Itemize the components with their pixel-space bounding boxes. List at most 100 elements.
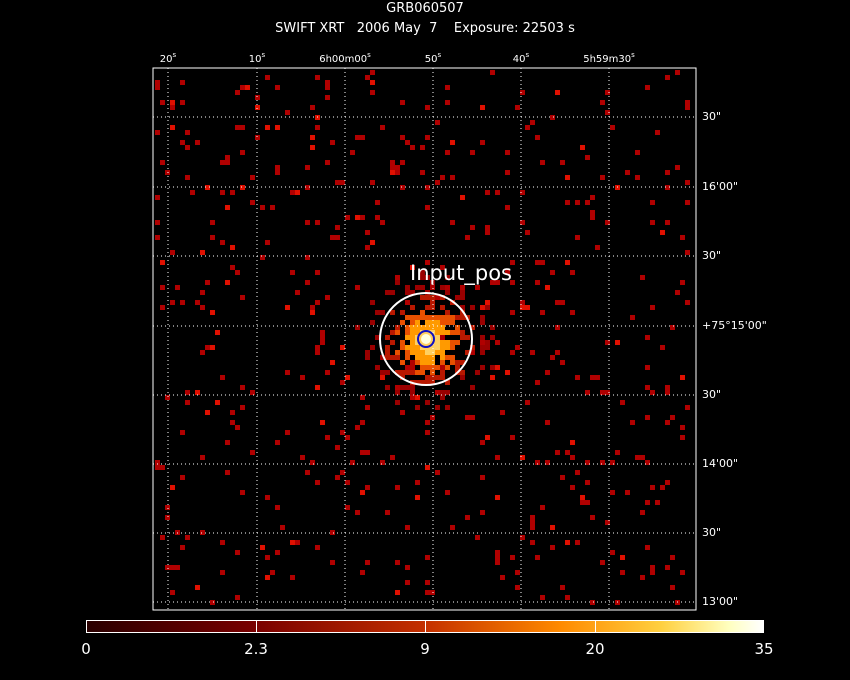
dec-tick-label: 14'00" [702,457,739,470]
source-pixel [435,325,440,330]
source-pixel [440,345,445,350]
photon-pixel [535,460,540,465]
source-pixel [405,315,410,320]
photon-pixel [495,555,500,560]
source-pixel [435,315,440,320]
source-pixel [435,350,440,355]
photon-pixel [425,465,430,470]
photon-pixel [680,235,685,240]
photon-pixel [590,210,595,215]
photon-pixel [525,400,530,405]
ra-tick-label: 10s [248,51,266,65]
photon-pixel [195,140,200,145]
photon-pixel [405,365,410,370]
photon-pixel [335,180,340,185]
photon-pixel [330,235,335,240]
photon-pixel [170,100,175,105]
photon-pixel [345,375,350,380]
photon-pixel [395,385,400,390]
photon-pixel [315,300,320,305]
photon-pixel [360,450,365,455]
source-pixel [400,370,405,375]
source-pixel [440,355,445,360]
source-pixel [470,305,475,310]
photon-pixel [390,455,395,460]
photon-pixel [425,555,430,560]
photon-pixel [260,205,265,210]
photon-pixel [565,450,570,455]
photon-pixel [480,305,485,310]
dec-tick-label: 30" [702,110,722,123]
source-pixel [440,395,445,400]
photon-pixel [495,550,500,555]
source-pixel [440,360,445,365]
photon-pixel [640,455,645,460]
source-pixel [440,285,445,290]
photon-pixel [535,260,540,265]
photon-pixel [435,295,440,300]
photon-pixel [590,215,595,220]
photon-pixel [575,235,580,240]
photon-pixel [160,535,165,540]
photon-pixel [530,525,535,530]
photon-pixel [420,170,425,175]
source-pixel [430,295,435,300]
photon-pixel [265,240,270,245]
photon-pixel [445,85,450,90]
source-pixel [400,340,405,345]
photon-pixel [425,135,430,140]
photon-pixel [220,375,225,380]
source-pixel [435,365,440,370]
inner-position-circle [417,330,435,348]
photon-pixel [515,570,520,575]
photon-pixel [685,100,690,105]
source-pixel [480,365,485,370]
photon-pixel [685,105,690,110]
photon-pixel [155,130,160,135]
photon-pixel [665,385,670,390]
photon-pixel [605,220,610,225]
photon-pixel [510,310,515,315]
source-pixel [480,320,485,325]
source-pixel [460,295,465,300]
photon-pixel [315,350,320,355]
photon-pixel [365,245,370,250]
photon-pixel [650,305,655,310]
photon-pixel [550,270,555,275]
photon-pixel [355,510,360,515]
photon-pixel [425,580,430,585]
photon-pixel [290,540,295,545]
source-pixel [370,345,375,350]
photon-pixel [520,300,525,305]
photon-pixel [345,435,350,440]
source-pixel [420,380,425,385]
photon-pixel [310,145,315,150]
photon-pixel [220,190,225,195]
photon-pixel [585,200,590,205]
source-pixel [400,310,405,315]
photon-pixel [185,400,190,405]
photon-pixel [480,510,485,515]
photon-pixel [415,395,420,400]
source-pixel [490,365,495,370]
photon-pixel [495,190,500,195]
photon-pixel [590,375,595,380]
photon-pixel [280,525,285,530]
photon-pixel [615,450,620,455]
source-pixel [410,330,415,335]
photon-pixel [405,580,410,585]
dec-tick-label: 30" [702,249,722,262]
colorbar-tick-label: 0 [81,640,91,658]
photon-pixel [185,130,190,135]
photon-pixel [155,465,160,470]
photon-pixel [335,225,340,230]
colorbar-tick-label: 9 [420,640,430,658]
photon-pixel [275,170,280,175]
photon-pixel [665,480,670,485]
photon-pixel [330,560,335,565]
photon-pixel [570,270,575,275]
photon-pixel [410,360,415,365]
photon-pixel [390,160,395,165]
photon-pixel [655,500,660,505]
photon-pixel [475,535,480,540]
